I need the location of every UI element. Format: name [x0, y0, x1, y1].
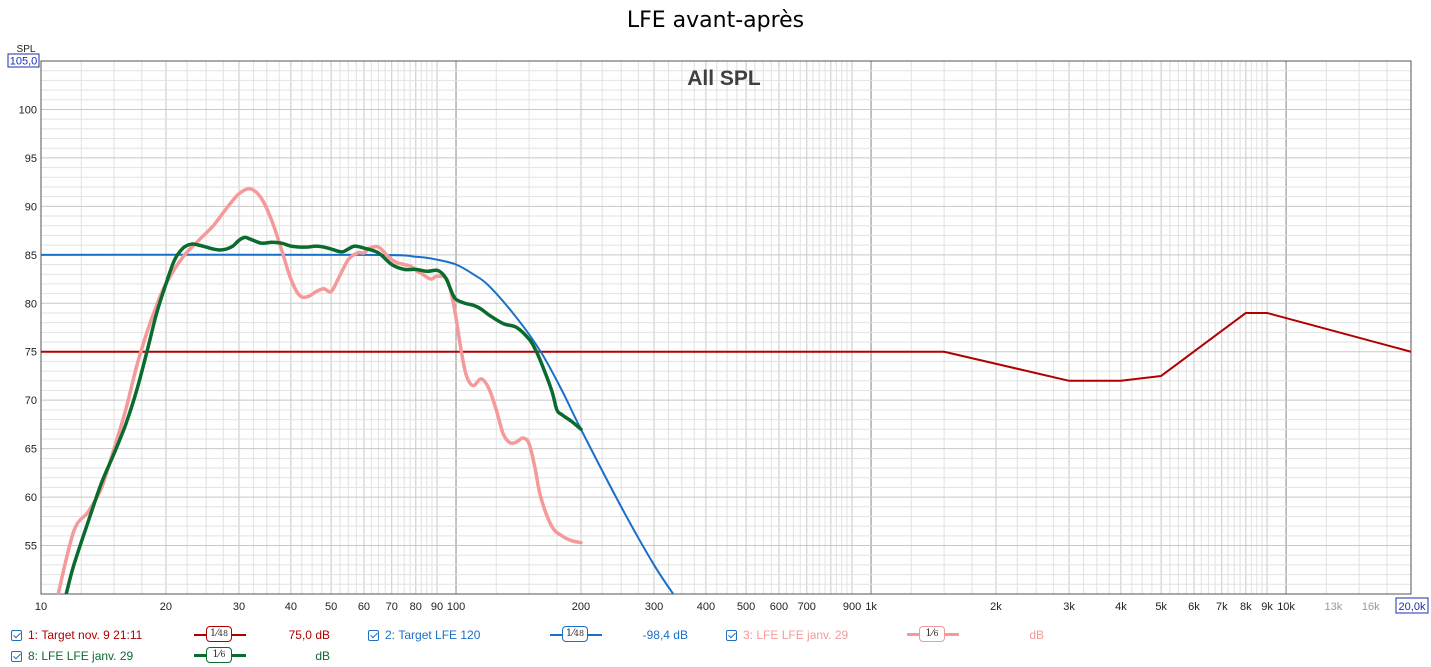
- x-tick-label: 8k: [1240, 601, 1252, 613]
- plot-frame: [40, 60, 1412, 595]
- chart-title: LFE avant-après: [626, 8, 805, 33]
- smoothing-num: 1: [925, 628, 932, 639]
- legend-item-label: LFE LFE janv. 29: [41, 649, 134, 663]
- x-tick-label: 20: [160, 601, 172, 613]
- legend-item-value: 75,0 dB: [288, 628, 330, 642]
- legend-item-target-nov[interactable]: 1: Target nov. 9 21:11: [11, 626, 142, 644]
- x-tick-label: 7k: [1216, 601, 1228, 613]
- smoothing-den: 6: [933, 629, 939, 638]
- x-tick-label: 400: [697, 601, 715, 613]
- smoothing-selector[interactable]: 1⁄6: [194, 647, 246, 665]
- legend-item-number: 8:: [28, 649, 39, 663]
- y-tick-label: 75: [25, 347, 37, 359]
- checkbox-icon[interactable]: [11, 629, 22, 641]
- smoothing-selector[interactable]: 1⁄48: [194, 626, 246, 644]
- smoothing-num: 1: [209, 628, 217, 639]
- x-tick-label: 10: [35, 601, 47, 613]
- y-tick-label: 80: [25, 298, 37, 310]
- y-max-box[interactable]: [7, 53, 40, 68]
- x-tick-label: 200: [572, 601, 590, 613]
- legend-item-target-lfe[interactable]: 2: Target LFE 120: [368, 626, 480, 644]
- x-tick-label: 90: [431, 601, 443, 613]
- legend-item-lfe-before[interactable]: 3: LFE LFE janv. 29: [726, 626, 848, 644]
- x-tick-label: 16k: [1362, 601, 1380, 613]
- x-tick-label: 30: [233, 601, 245, 613]
- checkbox-icon[interactable]: [368, 629, 379, 641]
- series-lfe-before[interactable]: [56, 187, 583, 594]
- x-max-box[interactable]: [1395, 597, 1429, 614]
- x-tick-label: 4k: [1115, 601, 1127, 613]
- smoothing-den: 48: [217, 629, 229, 638]
- y-tick-label: 55: [25, 541, 37, 553]
- legend-item-number: 2:: [385, 628, 396, 642]
- x-tick-label: 700: [798, 601, 816, 613]
- x-tick-label: 300: [645, 601, 663, 613]
- smoothing-selector[interactable]: 1⁄6: [907, 626, 959, 644]
- y-tick-label: 70: [25, 395, 37, 407]
- y-tick-label: 90: [25, 201, 37, 213]
- legend-item-value: -98,4 dB: [642, 628, 688, 642]
- y-tick-label: 85: [25, 250, 37, 262]
- series-target-lfe-120[interactable]: [41, 253, 677, 599]
- checkbox-icon[interactable]: [11, 650, 22, 662]
- checkbox-icon[interactable]: [726, 629, 737, 641]
- x-tick-label: 3k: [1063, 601, 1075, 613]
- y-tick-label: 95: [25, 153, 37, 165]
- legend-item-label: Target LFE 120: [398, 628, 481, 642]
- legend: 1: Target nov. 9 21:11 1⁄48 75,0 dB 2: T…: [0, 624, 1431, 667]
- smoothing-den: 48: [573, 629, 585, 638]
- x-tick-label: 40: [285, 601, 297, 613]
- y-tick-label: 60: [25, 492, 37, 504]
- series-target-nov[interactable]: [41, 311, 1411, 382]
- y-tick-label: 65: [25, 444, 37, 456]
- y-axis-label: SPL: [17, 44, 36, 55]
- smoothing-selector[interactable]: 1⁄48: [550, 626, 602, 644]
- legend-item-label: Target nov. 9 21:11: [41, 628, 143, 642]
- x-tick-label: 80: [410, 601, 422, 613]
- x-tick-label: 13k: [1324, 601, 1342, 613]
- frequency-response-chart[interactable]: All SPL SPL 55 60 65 70 75 80 85 90 95 100 105,0 10 20…: [0, 0, 1431, 624]
- x-tick-label: 9k: [1261, 601, 1273, 613]
- x-tick-label: 900: [843, 601, 861, 613]
- x-tick-label: 5k: [1155, 601, 1167, 613]
- x-tick-label: 2k: [990, 601, 1002, 613]
- x-tick-label: 10k: [1277, 601, 1295, 613]
- x-tick-label: 1k: [865, 601, 877, 613]
- legend-item-value: dB: [315, 649, 330, 663]
- smoothing-num: 1: [212, 649, 219, 660]
- x-max-label: 20,0k: [1399, 601, 1426, 613]
- x-tick-label: 70: [386, 601, 398, 613]
- legend-item-lfe-after[interactable]: 8: LFE LFE janv. 29: [11, 647, 133, 665]
- y-tick-label: 100: [19, 104, 37, 116]
- legend-item-label: LFE LFE janv. 29: [756, 628, 849, 642]
- legend-item-number: 1:: [28, 628, 39, 642]
- x-tick-label: 500: [737, 601, 755, 613]
- legend-item-value: dB: [1029, 628, 1044, 642]
- x-tick-label: 100: [447, 601, 465, 613]
- x-tick-label: 50: [325, 601, 337, 613]
- chart-subtitle: All SPL: [687, 67, 761, 90]
- x-tick-label: 6k: [1188, 601, 1200, 613]
- x-tick-label: 600: [770, 601, 788, 613]
- legend-item-number: 3:: [743, 628, 754, 642]
- smoothing-num: 1: [565, 628, 573, 639]
- x-tick-label: 60: [358, 601, 370, 613]
- smoothing-den: 6: [220, 650, 226, 659]
- y-max-label: 105,0: [10, 56, 38, 68]
- series-lfe-after[interactable]: [64, 235, 583, 594]
